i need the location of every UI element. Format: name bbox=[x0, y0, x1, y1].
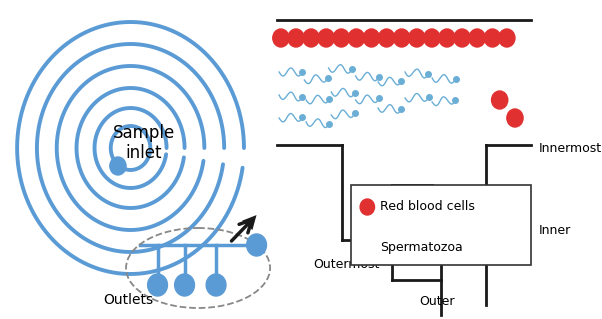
Circle shape bbox=[469, 29, 485, 47]
Circle shape bbox=[394, 29, 410, 47]
Text: Outlets: Outlets bbox=[104, 293, 154, 307]
Text: Inner: Inner bbox=[538, 224, 571, 236]
Text: Outer: Outer bbox=[419, 295, 455, 308]
Text: Outermost: Outermost bbox=[314, 258, 380, 271]
Circle shape bbox=[485, 29, 500, 47]
Circle shape bbox=[424, 29, 440, 47]
Circle shape bbox=[288, 29, 304, 47]
Text: Sample
inlet: Sample inlet bbox=[113, 123, 175, 162]
Circle shape bbox=[499, 29, 515, 47]
Bar bbox=[351, 185, 531, 265]
Circle shape bbox=[247, 234, 267, 256]
Circle shape bbox=[110, 157, 126, 175]
Circle shape bbox=[360, 199, 374, 215]
Circle shape bbox=[318, 29, 334, 47]
Circle shape bbox=[454, 29, 470, 47]
Circle shape bbox=[364, 29, 380, 47]
Circle shape bbox=[175, 274, 194, 296]
Circle shape bbox=[507, 109, 523, 127]
Text: Innermost: Innermost bbox=[538, 142, 601, 154]
Circle shape bbox=[206, 274, 226, 296]
Circle shape bbox=[439, 29, 455, 47]
Text: Red blood cells: Red blood cells bbox=[380, 201, 475, 213]
Circle shape bbox=[333, 29, 349, 47]
Circle shape bbox=[147, 274, 167, 296]
Circle shape bbox=[379, 29, 395, 47]
Text: Spermatozoa: Spermatozoa bbox=[380, 241, 463, 254]
Circle shape bbox=[273, 29, 289, 47]
Circle shape bbox=[492, 91, 507, 109]
Circle shape bbox=[303, 29, 319, 47]
Circle shape bbox=[349, 29, 364, 47]
Circle shape bbox=[409, 29, 425, 47]
